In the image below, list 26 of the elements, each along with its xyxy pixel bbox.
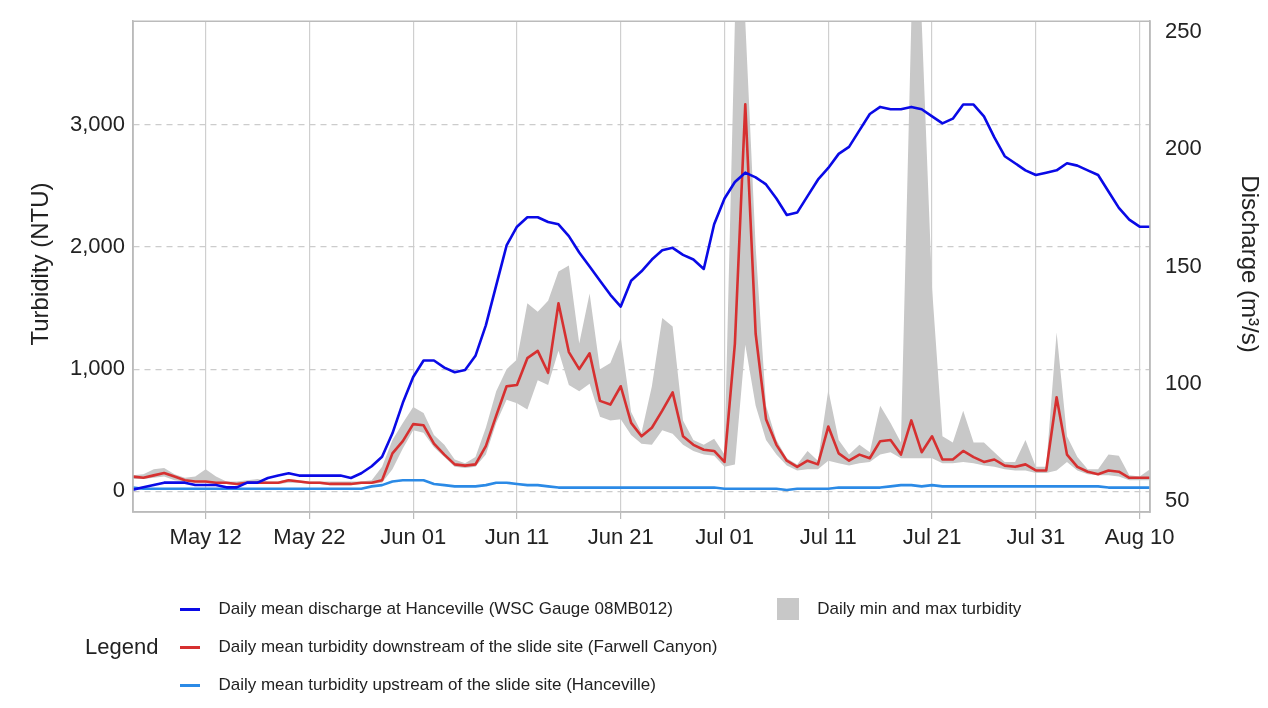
y-tick-label: 2,000 <box>69 233 125 259</box>
x-tick-label: Jul 01 <box>695 524 754 550</box>
y2-tick-label: 100 <box>1165 370 1202 396</box>
y-tick-label: 3,000 <box>69 111 125 137</box>
y-tick-label: 1,000 <box>69 355 125 381</box>
y2-axis-title: Discharge (m³/s) <box>1236 174 1264 355</box>
legend-title: Legend <box>85 634 160 660</box>
y2-tick-label: 250 <box>1165 17 1202 43</box>
y2-tick-label: 200 <box>1165 135 1202 161</box>
y2-tick-label: 50 <box>1165 487 1190 513</box>
x-tick-label: Jun 11 <box>484 524 550 550</box>
x-tick-label: Jul 11 <box>799 524 857 550</box>
y2-tick-label: 150 <box>1165 252 1202 278</box>
x-tick-label: Jul 21 <box>902 524 962 550</box>
y-tick-label: 0 <box>112 477 125 503</box>
x-tick-label: Aug 10 <box>1104 524 1175 550</box>
legend-label: Daily mean turbidity upstream of the slide site (Hanceville) <box>218 675 656 695</box>
x-tick-label: Jul 31 <box>1006 524 1066 550</box>
legend-label: Daily mean discharge at Hanceville (WSC Gauge 08MB012) <box>218 599 673 619</box>
x-tick-label: Jun 01 <box>380 524 447 550</box>
legend-label: Daily mean turbidity downstream of the slide site (Farwell Canyon) <box>218 637 718 657</box>
x-tick-label: Jun 21 <box>587 524 654 550</box>
x-tick-label: May 12 <box>169 524 242 550</box>
y-axis-title: Turbidity (NTU) <box>26 181 54 348</box>
text: Daily min and max turbidity <box>817 599 1022 619</box>
x-tick-label: May 22 <box>273 524 346 550</box>
